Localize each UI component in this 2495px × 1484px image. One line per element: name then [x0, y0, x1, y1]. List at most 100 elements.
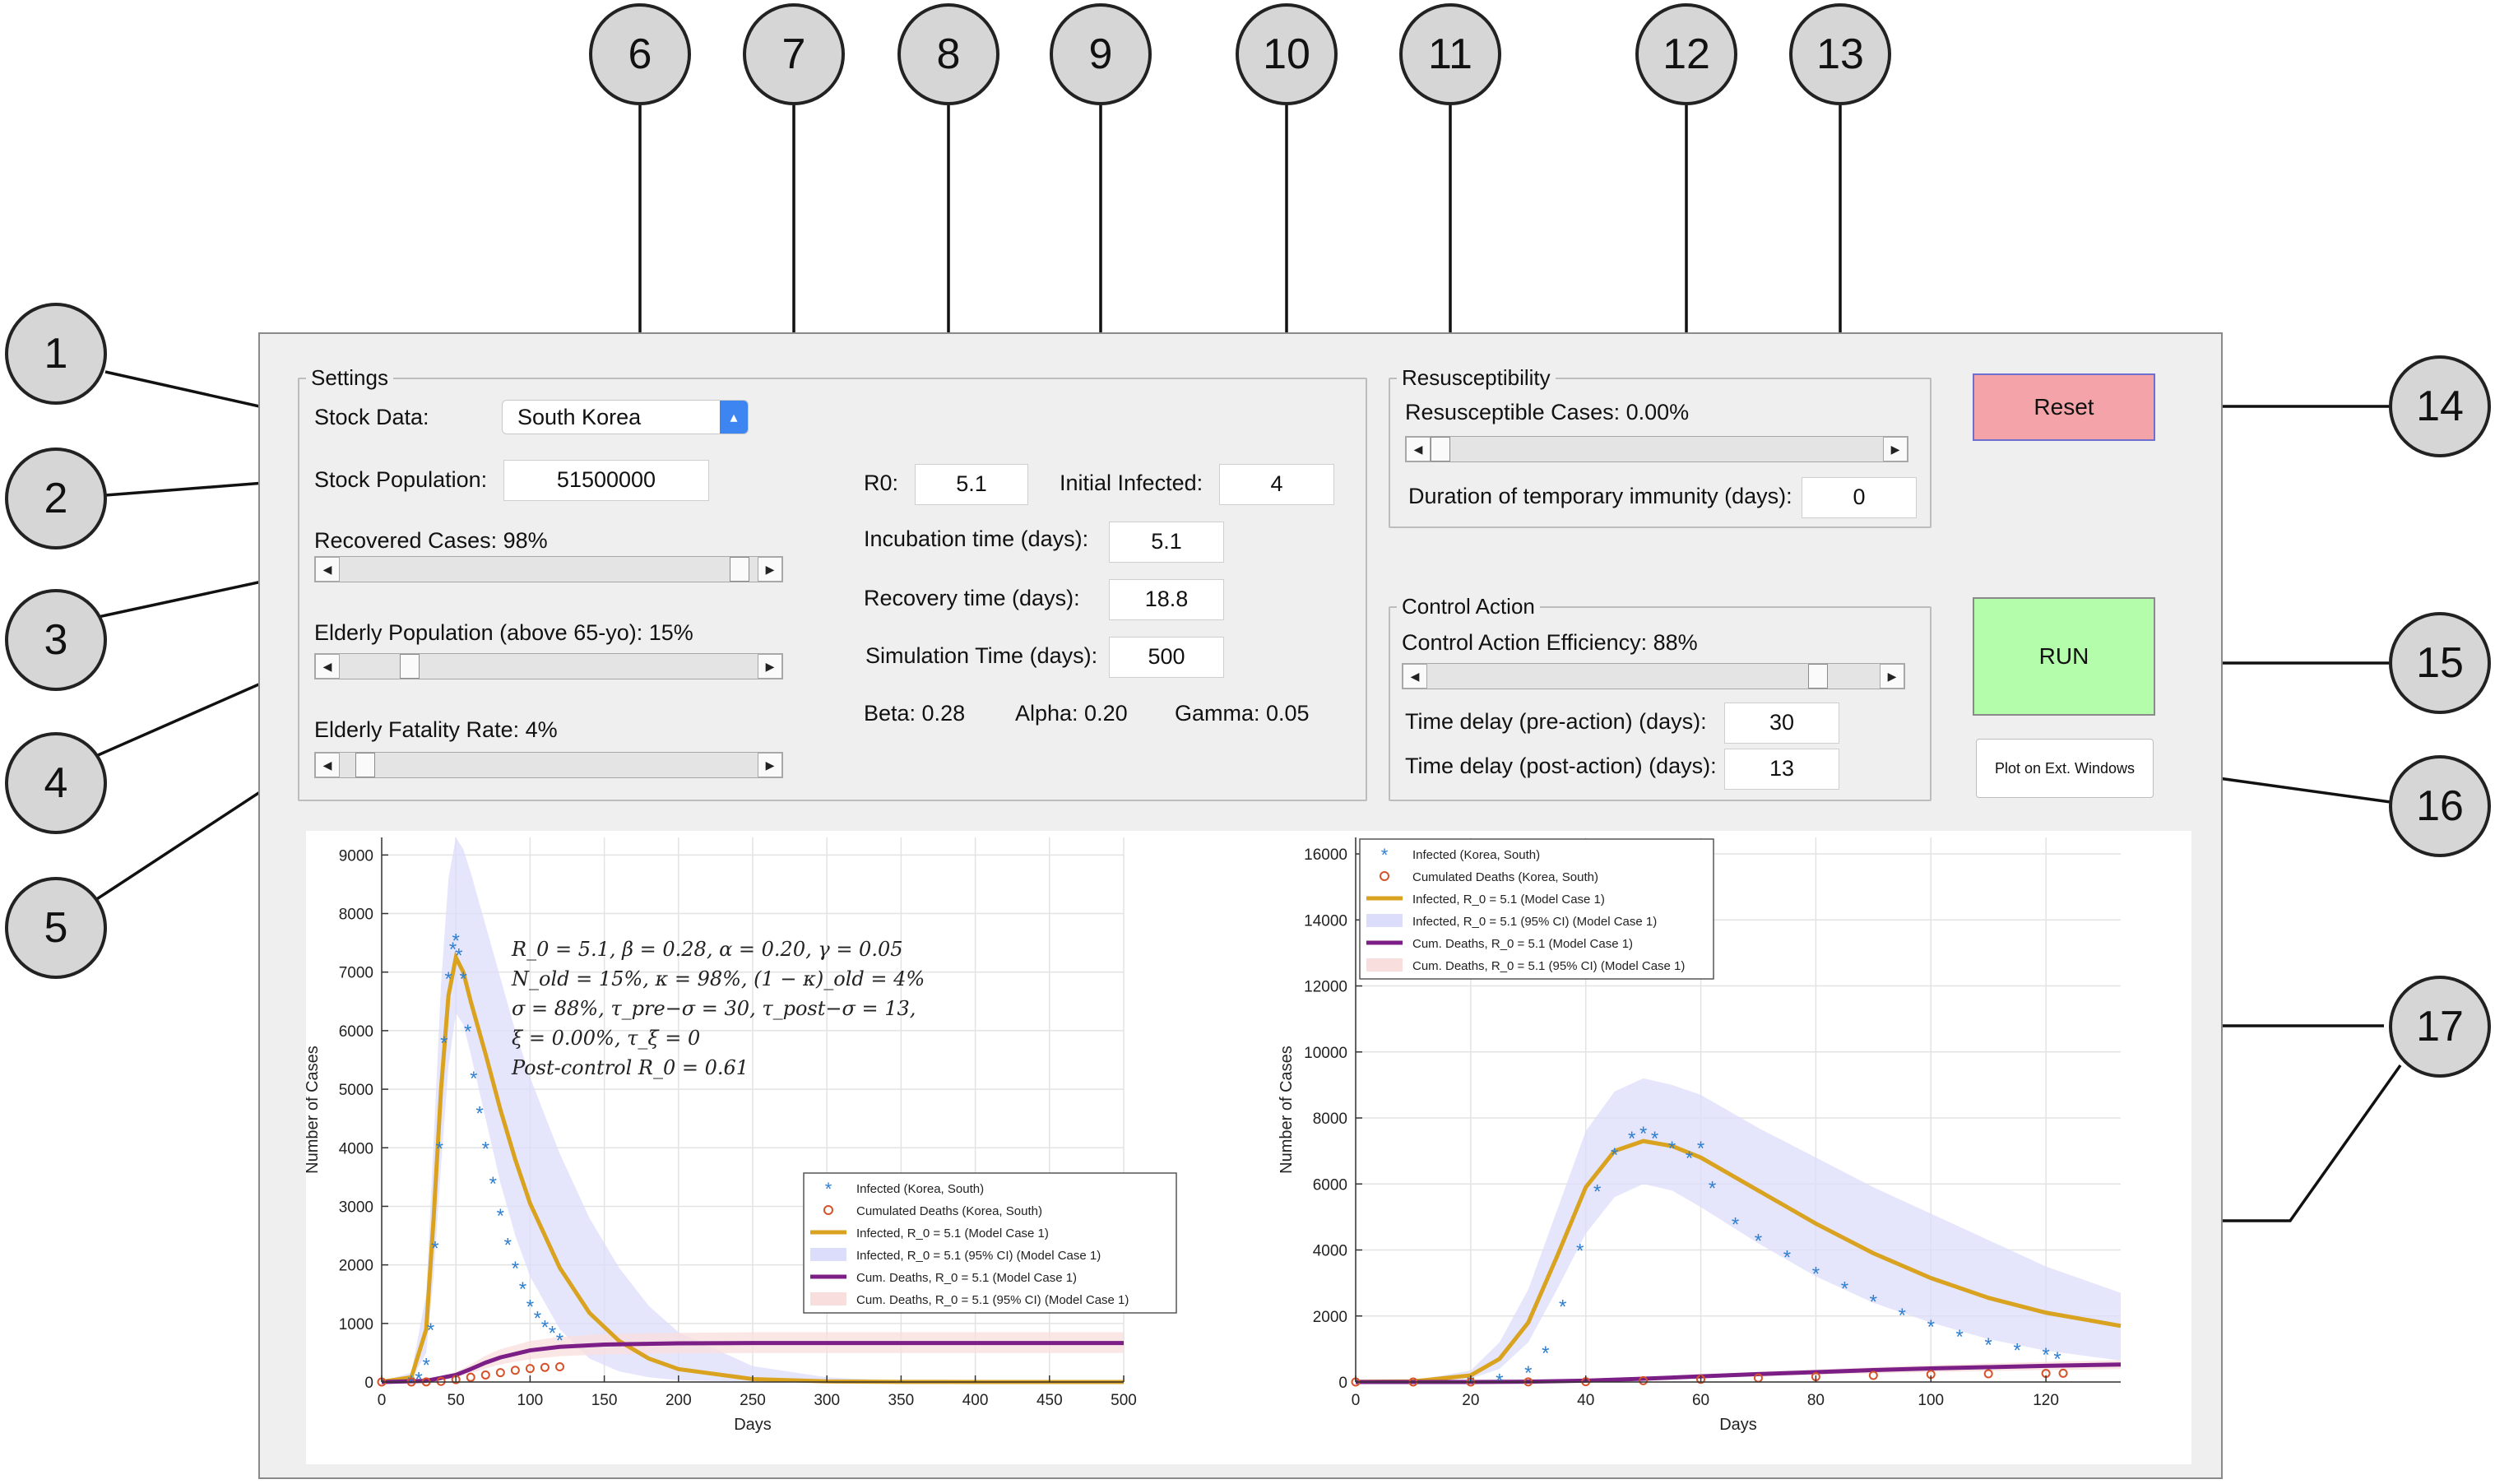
stock-data-dropdown[interactable]: South Korea ▴: [502, 400, 749, 434]
left-simulation-chart: * ********************** * * *0 50 100 150 200 25…: [304, 837, 1177, 1434]
y-tick-label: 8000: [1313, 1111, 1347, 1128]
ci-band: [1356, 1078, 2121, 1382]
slider-left-arrow-icon[interactable]: ◀: [315, 557, 340, 582]
x-tick-label: 50: [448, 1392, 465, 1409]
callout-12: 12: [1635, 3, 1737, 105]
observed-death-point: [480, 1370, 490, 1380]
observed-death-point: [1639, 1375, 1649, 1385]
slider-right-arrow-icon[interactable]: ▶: [1883, 437, 1908, 461]
legend-label: Cum. Deaths, R_0 = 5.1 (Model Case 1): [856, 1271, 1077, 1285]
legend-label: Infected, R_0 = 5.1 (Model Case 1): [856, 1227, 1049, 1241]
observed-infected-point: *: [1927, 1316, 1935, 1338]
slider-thumb[interactable]: [399, 654, 420, 679]
observed-infected-point: *: [1985, 1334, 1992, 1356]
x-axis-label: Days: [734, 1416, 772, 1434]
observed-infected-point: *: [431, 1237, 438, 1259]
plot-ext-windows-button[interactable]: Plot on Ext. Windows: [1976, 739, 2154, 798]
recovered-cases-slider[interactable]: ◀ ▶: [314, 556, 783, 582]
legend-marker-band: [1366, 914, 1403, 927]
pre-action-delay-label: Time delay (pre-action) (days):: [1405, 709, 1707, 734]
observed-death-point: [466, 1372, 475, 1382]
legend-label: Cumulated Deaths (Korea, South): [856, 1204, 1042, 1218]
gamma-value: Gamma: 0.05: [1175, 701, 1310, 726]
callout-2: 2: [5, 448, 107, 550]
legend-label: Infected, R_0 = 5.1 (95% CI) (Model Case…: [856, 1249, 1101, 1263]
callout-4: 4: [5, 732, 107, 834]
observed-infected-point: *: [1668, 1138, 1676, 1160]
callout-13: 13: [1789, 3, 1891, 105]
legend-label: Infected (Korea, South): [1412, 848, 1540, 862]
observed-infected-point: *: [1496, 1370, 1503, 1393]
slider-left-arrow-icon[interactable]: ◀: [315, 753, 340, 777]
observed-death-point: [554, 1361, 564, 1371]
control-action-title: Control Action: [1402, 594, 1535, 619]
incubation-time-field[interactable]: 5.1: [1109, 522, 1224, 563]
slider-thumb[interactable]: [1431, 437, 1450, 461]
slider-right-arrow-icon[interactable]: ▶: [758, 654, 782, 679]
callout-6: 6: [589, 3, 691, 105]
observed-infected-point: *: [427, 1319, 434, 1342]
slider-left-arrow-icon[interactable]: ◀: [1403, 664, 1427, 689]
x-tick-label: 100: [1918, 1392, 1944, 1409]
y-tick-label: 14000: [1304, 912, 1347, 930]
pre-action-delay-field[interactable]: 30: [1724, 703, 1839, 744]
temporary-immunity-field[interactable]: 0: [1802, 477, 1917, 518]
stock-data-value: South Korea: [517, 405, 642, 429]
callout-9: 9: [1050, 3, 1152, 105]
observed-infected-point: *: [504, 1235, 512, 1257]
run-button[interactable]: RUN: [1973, 597, 2155, 716]
observed-infected-point: *: [460, 968, 467, 990]
observed-infected-point: *: [2042, 1344, 2049, 1366]
resusceptible-cases-slider[interactable]: ◀ ▶: [1405, 436, 1908, 462]
resusceptible-cases-label: Resusceptible Cases: 0.00%: [1405, 400, 1690, 424]
annotation-line-4: ξ = 0.00%, τ_ξ = 0: [512, 1027, 701, 1050]
control-efficiency-slider[interactable]: ◀ ▶: [1402, 663, 1905, 689]
observed-infected-point: *: [1812, 1264, 1820, 1286]
x-tick-label: 0: [1352, 1392, 1361, 1409]
observed-infected-point: *: [1628, 1128, 1635, 1150]
callout-1: 1: [5, 303, 107, 405]
slider-left-arrow-icon[interactable]: ◀: [1406, 437, 1431, 461]
resusceptibility-title: Resusceptibility: [1402, 365, 1551, 390]
legend-label: Infected (Korea, South): [856, 1182, 984, 1196]
initial-infected-field[interactable]: 4: [1219, 464, 1334, 505]
annotation-line-5: Post-control R_0 = 0.61: [512, 1056, 749, 1079]
x-tick-label: 350: [888, 1392, 915, 1409]
legend-label: Cum. Deaths, R_0 = 5.1 (95% CI) (Model C…: [856, 1293, 1129, 1307]
recovery-time-field[interactable]: 18.8: [1109, 579, 1224, 620]
observed-infected-point: *: [452, 930, 460, 953]
reset-button[interactable]: Reset: [1973, 373, 2155, 441]
slider-thumb[interactable]: [355, 753, 376, 777]
x-tick-label: 150: [591, 1392, 618, 1409]
legend-marker-asterisk: *: [1381, 845, 1389, 865]
slider-right-arrow-icon[interactable]: ▶: [758, 557, 782, 582]
x-tick-label: 500: [1111, 1392, 1137, 1409]
chart-legend: * Infected (Korea, South) Cumulated Deaths…: [1359, 838, 1714, 980]
y-tick-label: 16000: [1304, 846, 1347, 864]
elderly-fatality-slider[interactable]: ◀ ▶: [314, 752, 783, 778]
simulation-time-field[interactable]: 500: [1109, 637, 1224, 678]
observed-infected-point: *: [512, 1258, 519, 1280]
x-tick-label: 80: [1807, 1392, 1825, 1409]
y-tick-label: 2000: [1313, 1309, 1347, 1326]
observed-infected-point: *: [2053, 1348, 2061, 1370]
r0-field[interactable]: 5.1: [915, 464, 1028, 505]
legend-box: [803, 1172, 1177, 1314]
slider-thumb[interactable]: [730, 557, 750, 582]
settings-panel: Settings: [298, 365, 1367, 801]
slider-right-arrow-icon[interactable]: ▶: [758, 753, 782, 777]
callout-5: 5: [5, 877, 107, 979]
elderly-population-slider[interactable]: ◀ ▶: [314, 653, 783, 679]
stock-population-field[interactable]: 51500000: [503, 460, 709, 501]
annotation-line-1: R_0 = 5.1, β = 0.28, α = 0.20, γ = 0.05: [512, 938, 903, 961]
observed-infected-point: *: [464, 1021, 471, 1043]
slider-thumb[interactable]: [1807, 664, 1828, 689]
x-tick-label: 60: [1692, 1392, 1709, 1409]
alpha-value: Alpha: 0.20: [1015, 701, 1128, 726]
slider-left-arrow-icon[interactable]: ◀: [315, 654, 340, 679]
y-tick-label: 6000: [1313, 1176, 1347, 1194]
slider-right-arrow-icon[interactable]: ▶: [1880, 664, 1904, 689]
observed-infected-point: *: [541, 1316, 549, 1338]
callout-10: 10: [1236, 3, 1338, 105]
post-action-delay-field[interactable]: 13: [1724, 749, 1839, 790]
